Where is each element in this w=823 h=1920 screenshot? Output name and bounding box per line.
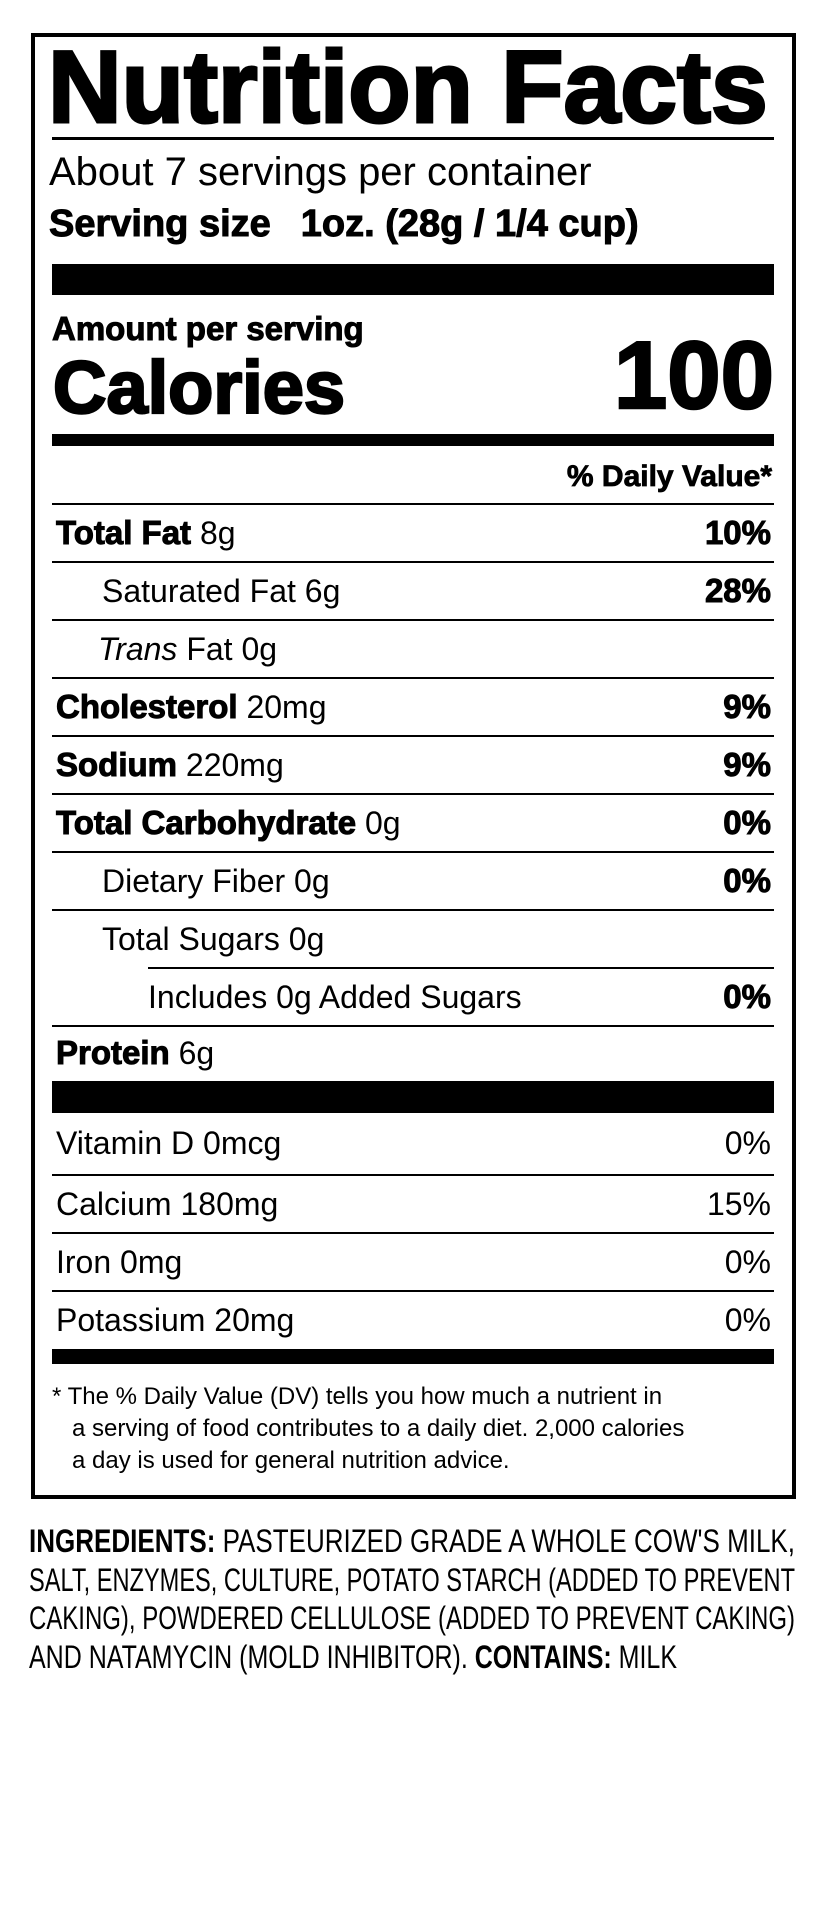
medium-divider: [52, 434, 774, 446]
nutrient-dv: 0%: [723, 862, 772, 900]
vitamin-list: Vitamin D 0mcg 0% Calcium 180mg 15% Iron 0…: [52, 1113, 774, 1349]
vitamin-name: Potassium 20mg: [56, 1302, 295, 1338]
nutrient-dv: 0%: [723, 804, 772, 842]
nutrient-name: Cholesterol: [56, 688, 239, 726]
nutrient-list: Total Fat 8g 10% Saturated Fat 6g 28% Tran…: [52, 503, 774, 1079]
nutrient-row-total-fat: Total Fat 8g 10%: [52, 505, 774, 563]
ingredients-line: AND NATAMYCIN (MOLD INHIBITOR). CONTAINS…: [29, 1639, 677, 1675]
nutrient-amount: 0g: [288, 920, 325, 957]
nutrient-dv: 9%: [723, 688, 772, 726]
vitamin-dv: 15%: [706, 1185, 771, 1222]
ingredients-line: SALT, ENZYMES, CULTURE, POTATO STARCH (A…: [29, 1562, 795, 1598]
ingredients-text: AND NATAMYCIN (MOLD INHIBITOR).: [29, 1639, 468, 1675]
thick-divider: [52, 264, 774, 295]
vitamin-dv: 0%: [724, 1243, 771, 1280]
nutrient-dv: 10%: [704, 514, 771, 552]
nutrient-amount: 8g: [199, 515, 236, 551]
vitamin-name: Calcium 180mg: [56, 1185, 279, 1222]
nutrient-name: Total Sugars: [102, 920, 280, 957]
servings-per-container: About 7 servings per container: [49, 150, 592, 194]
nutrient-row-sodium: Sodium 220mg 9%: [52, 737, 774, 795]
ingredients-line: CAKING), POWDERED CELLULOSE (ADDED TO PR…: [29, 1600, 795, 1636]
thick-divider: [52, 1081, 774, 1113]
panel-title: Nutrition Facts: [47, 30, 770, 144]
contains-allergens: MILK: [619, 1639, 677, 1675]
nutrient-amount: 6g: [178, 1035, 215, 1071]
vitamin-name: Vitamin D 0mcg: [56, 1125, 282, 1161]
nutrient-name: Saturated Fat: [102, 572, 296, 609]
nutrient-name: Total Fat: [55, 514, 192, 552]
nutrient-row-saturated-fat: Saturated Fat 6g 28%: [52, 563, 774, 621]
nutrient-name: Dietary Fiber: [102, 862, 286, 899]
svg-text:AND NATAMYCIN (MOLD INHIBITOR): AND NATAMYCIN (MOLD INHIBITOR). CONTAINS…: [29, 1639, 677, 1675]
svg-text:INGREDIENTS: PASTEURIZED GRADE: INGREDIENTS: PASTEURIZED GRADE A WHOLE C…: [29, 1523, 795, 1559]
nutrient-row-added-sugars: Includes 0g Added Sugars 0%: [52, 969, 774, 1027]
nutrient-dv: 28%: [704, 572, 771, 610]
nutrient-name: Protein: [56, 1034, 171, 1072]
nutrient-amount: 220mg: [185, 747, 284, 783]
serving-size-label: Serving size: [49, 203, 272, 245]
nutrient-amount: 0g: [364, 805, 401, 841]
nutrient-row-cholesterol: Cholesterol 20mg 9%: [52, 679, 774, 737]
nutrient-name: Sodium: [56, 746, 178, 784]
nutrient-amount: 20mg: [246, 689, 327, 725]
nutrient-amount: 0g: [294, 862, 330, 899]
nutrient-row-trans-fat: Trans Fat 0g: [52, 621, 774, 679]
vitamin-row: Iron 0mg 0%: [52, 1234, 774, 1292]
footnote-line: * The % Daily Value (DV) tells you how m…: [52, 1383, 663, 1410]
medium-divider: [52, 1349, 774, 1364]
ingredients-line: INGREDIENTS: PASTEURIZED GRADE A WHOLE C…: [29, 1523, 795, 1559]
nutrient-dv: 0%: [723, 978, 772, 1016]
vitamin-name: Iron 0mg: [56, 1243, 183, 1280]
nutrient-name: Total Carbohydrate: [55, 804, 357, 842]
footnote-line: a day is used for general nutrition advi…: [72, 1447, 510, 1474]
serving-size: Serving size 1oz. (28g / 1/4 cup): [49, 203, 640, 245]
daily-value-footnote: * The % Daily Value (DV) tells you how m…: [52, 1381, 782, 1477]
nutrient-row-total-carbohydrate: Total Carbohydrate 0g 0%: [52, 795, 774, 853]
nutrient-amount: 0g: [241, 630, 278, 667]
nutrient-name-italic: Trans: [98, 630, 178, 667]
vitamin-dv: 0%: [724, 1125, 771, 1161]
ingredients-heading: INGREDIENTS:: [29, 1523, 215, 1559]
ingredients-text: PASTEURIZED GRADE A WHOLE COW'S MILK,: [223, 1523, 795, 1559]
vitamin-row: Vitamin D 0mcg 0%: [52, 1113, 774, 1176]
vitamin-row: Potassium 20mg 0%: [52, 1292, 774, 1349]
divider: [52, 137, 774, 140]
ingredients-text: CAKING), POWDERED CELLULOSE (ADDED TO PR…: [29, 1600, 795, 1636]
daily-value-header: % Daily Value*: [566, 460, 772, 493]
footnote-line: a serving of food contributes to a daily…: [72, 1415, 685, 1442]
nutrient-row-dietary-fiber: Dietary Fiber 0g 0%: [52, 853, 774, 911]
nutrient-amount: 6g: [304, 572, 341, 609]
contains-heading: CONTAINS:: [475, 1639, 612, 1675]
vitamin-row: Calcium 180mg 15%: [52, 1176, 774, 1234]
amount-per-serving: Amount per serving: [52, 310, 365, 347]
nutrient-row-protein: Protein 6g: [52, 1027, 774, 1079]
nutrition-facts-panel: [31, 33, 796, 1499]
nutrient-name: Fat: [186, 630, 233, 667]
calories-label: Calories: [52, 346, 347, 429]
vitamin-dv: 0%: [724, 1302, 771, 1338]
nutrient-row-total-sugars: Total Sugars 0g: [52, 911, 774, 969]
serving-size-value: 1oz. (28g / 1/4 cup): [300, 203, 639, 245]
nutrient-name: Includes 0g Added Sugars: [148, 978, 522, 1015]
ingredients-statement: INGREDIENTS: PASTEURIZED GRADE A WHOLE C…: [29, 1521, 795, 1675]
calories-value: 100: [613, 322, 776, 429]
nutrient-dv: 9%: [723, 746, 772, 784]
ingredients-text: SALT, ENZYMES, CULTURE, POTATO STARCH (A…: [29, 1562, 795, 1598]
